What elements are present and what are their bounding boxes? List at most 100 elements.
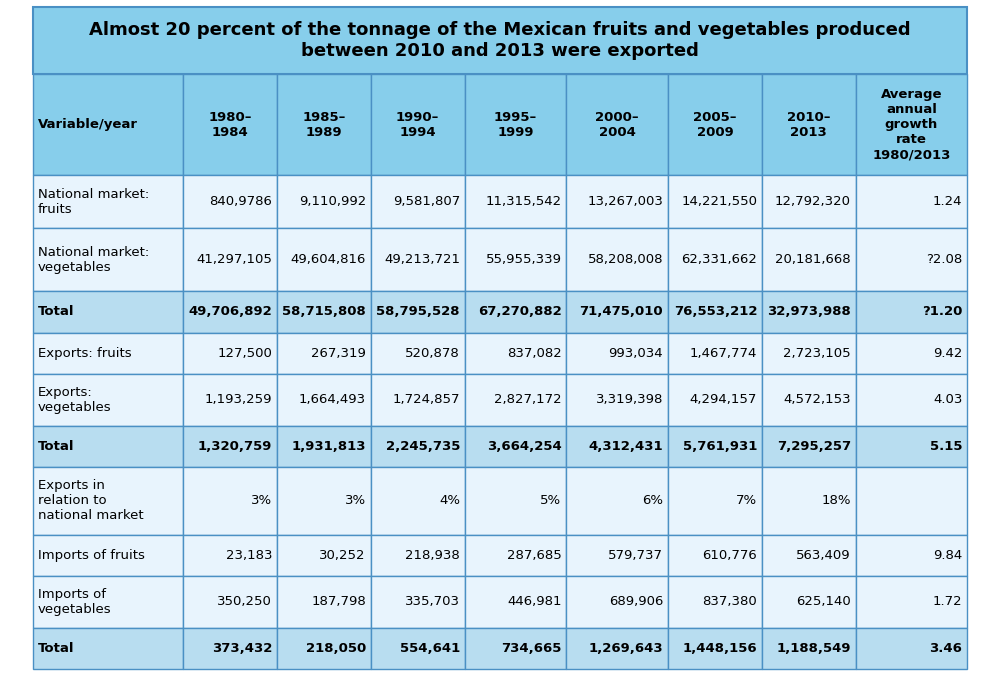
FancyBboxPatch shape	[668, 467, 762, 535]
Text: 1,320,759: 1,320,759	[198, 440, 272, 453]
FancyBboxPatch shape	[566, 291, 668, 333]
FancyBboxPatch shape	[371, 576, 465, 628]
FancyBboxPatch shape	[33, 426, 183, 467]
FancyBboxPatch shape	[668, 175, 762, 228]
Text: 2,245,735: 2,245,735	[386, 440, 460, 453]
FancyBboxPatch shape	[668, 426, 762, 467]
FancyBboxPatch shape	[33, 175, 183, 228]
Text: 14,221,550: 14,221,550	[681, 195, 757, 208]
Text: Imports of
vegetables: Imports of vegetables	[38, 588, 111, 616]
Text: Exports in
relation to
national market: Exports in relation to national market	[38, 479, 143, 523]
FancyBboxPatch shape	[762, 576, 856, 628]
FancyBboxPatch shape	[668, 74, 762, 175]
Text: 67,270,882: 67,270,882	[478, 306, 562, 318]
Text: 11,315,542: 11,315,542	[485, 195, 562, 208]
Text: 840,9786: 840,9786	[209, 195, 272, 208]
FancyBboxPatch shape	[183, 374, 277, 426]
FancyBboxPatch shape	[371, 228, 465, 291]
FancyBboxPatch shape	[277, 467, 371, 535]
FancyBboxPatch shape	[371, 291, 465, 333]
Text: 1,664,493: 1,664,493	[299, 393, 366, 406]
Text: Almost 20 percent of the tonnage of the Mexican fruits and vegetables produced
b: Almost 20 percent of the tonnage of the …	[89, 21, 911, 60]
FancyBboxPatch shape	[33, 576, 183, 628]
Text: 49,706,892: 49,706,892	[188, 306, 272, 318]
Text: Variable/year: Variable/year	[38, 118, 138, 131]
Text: 49,213,721: 49,213,721	[384, 253, 460, 266]
Text: National market:
fruits: National market: fruits	[38, 187, 149, 216]
FancyBboxPatch shape	[371, 535, 465, 576]
FancyBboxPatch shape	[465, 291, 566, 333]
FancyBboxPatch shape	[856, 228, 967, 291]
FancyBboxPatch shape	[371, 175, 465, 228]
Text: Imports of fruits: Imports of fruits	[38, 549, 144, 562]
Text: 1985–
1989: 1985– 1989	[302, 111, 345, 139]
Text: 6%: 6%	[642, 494, 663, 508]
FancyBboxPatch shape	[856, 74, 967, 175]
Text: 625,140: 625,140	[796, 596, 851, 608]
Text: 30,252: 30,252	[319, 549, 366, 562]
Text: 9.42: 9.42	[933, 347, 962, 360]
FancyBboxPatch shape	[277, 175, 371, 228]
FancyBboxPatch shape	[668, 333, 762, 374]
FancyBboxPatch shape	[856, 175, 967, 228]
Text: 127,500: 127,500	[217, 347, 272, 360]
FancyBboxPatch shape	[566, 576, 668, 628]
Text: 734,665: 734,665	[501, 642, 562, 655]
Text: 7%: 7%	[736, 494, 757, 508]
Text: 1,467,774: 1,467,774	[690, 347, 757, 360]
FancyBboxPatch shape	[277, 291, 371, 333]
FancyBboxPatch shape	[566, 426, 668, 467]
FancyBboxPatch shape	[856, 333, 967, 374]
Text: 2,723,105: 2,723,105	[783, 347, 851, 360]
Text: 1,188,549: 1,188,549	[777, 642, 851, 655]
Text: 1,193,259: 1,193,259	[205, 393, 272, 406]
FancyBboxPatch shape	[566, 374, 668, 426]
Text: 32,973,988: 32,973,988	[767, 306, 851, 318]
Text: Exports: fruits: Exports: fruits	[38, 347, 131, 360]
FancyBboxPatch shape	[183, 628, 277, 669]
Text: ?2.08: ?2.08	[926, 253, 962, 266]
FancyBboxPatch shape	[183, 228, 277, 291]
FancyBboxPatch shape	[33, 7, 967, 74]
FancyBboxPatch shape	[856, 467, 967, 535]
Text: 58,208,008: 58,208,008	[588, 253, 663, 266]
Text: 2005–
2009: 2005– 2009	[693, 111, 737, 139]
Text: 4,572,153: 4,572,153	[783, 393, 851, 406]
Text: 993,034: 993,034	[609, 347, 663, 360]
Text: 3,664,254: 3,664,254	[487, 440, 562, 453]
Text: 5%: 5%	[540, 494, 562, 508]
Text: 1990–
1994: 1990– 1994	[396, 111, 439, 139]
FancyBboxPatch shape	[33, 228, 183, 291]
FancyBboxPatch shape	[277, 374, 371, 426]
Text: 3,319,398: 3,319,398	[596, 393, 663, 406]
FancyBboxPatch shape	[762, 467, 856, 535]
FancyBboxPatch shape	[668, 628, 762, 669]
Text: 218,938: 218,938	[405, 549, 460, 562]
FancyBboxPatch shape	[856, 374, 967, 426]
Text: 5,761,931: 5,761,931	[683, 440, 757, 453]
FancyBboxPatch shape	[465, 74, 566, 175]
FancyBboxPatch shape	[762, 333, 856, 374]
FancyBboxPatch shape	[465, 535, 566, 576]
FancyBboxPatch shape	[465, 374, 566, 426]
Text: 9.84: 9.84	[933, 549, 962, 562]
Text: 4.03: 4.03	[933, 393, 962, 406]
Text: 4%: 4%	[439, 494, 460, 508]
Text: 62,331,662: 62,331,662	[681, 253, 757, 266]
FancyBboxPatch shape	[762, 628, 856, 669]
Text: Average
annual
growth
rate
1980/2013: Average annual growth rate 1980/2013	[872, 89, 951, 162]
FancyBboxPatch shape	[856, 576, 967, 628]
FancyBboxPatch shape	[762, 74, 856, 175]
Text: 187,798: 187,798	[311, 596, 366, 608]
FancyBboxPatch shape	[668, 374, 762, 426]
Text: 2,827,172: 2,827,172	[494, 393, 562, 406]
FancyBboxPatch shape	[371, 333, 465, 374]
FancyBboxPatch shape	[762, 426, 856, 467]
Text: 76,553,212: 76,553,212	[674, 306, 757, 318]
FancyBboxPatch shape	[183, 175, 277, 228]
Text: 1,724,857: 1,724,857	[392, 393, 460, 406]
FancyBboxPatch shape	[762, 228, 856, 291]
FancyBboxPatch shape	[33, 628, 183, 669]
FancyBboxPatch shape	[465, 333, 566, 374]
FancyBboxPatch shape	[566, 628, 668, 669]
